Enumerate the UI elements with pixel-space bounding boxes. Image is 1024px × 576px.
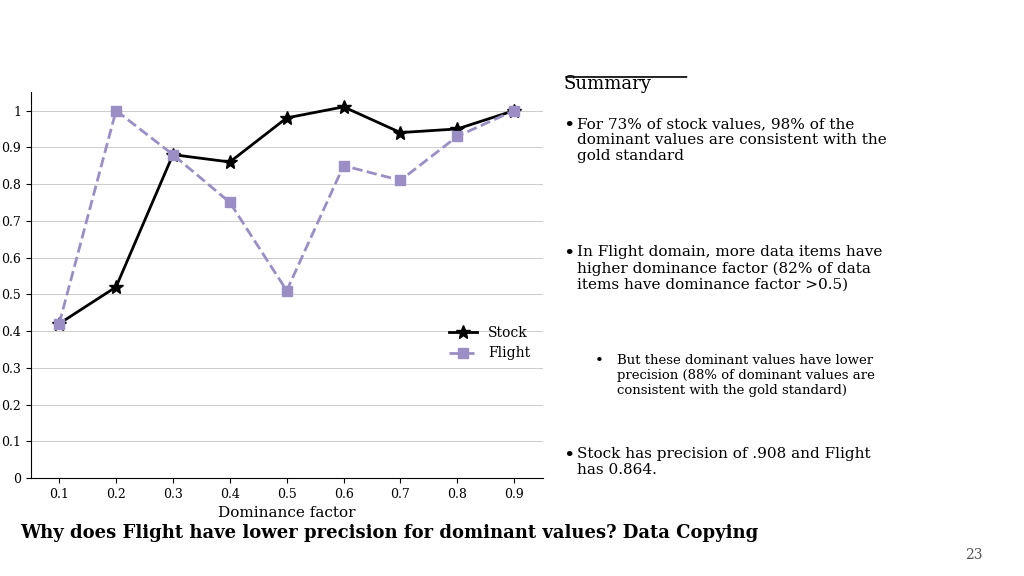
Flight <box>53 320 66 327</box>
Flight <box>281 287 293 294</box>
Text: Summary: Summary <box>563 75 651 93</box>
X-axis label: Dominance factor: Dominance factor <box>218 506 355 520</box>
Text: In Flight domain, more data items have
higher dominance factor (82% of data
item: In Flight domain, more data items have h… <box>577 245 882 292</box>
Text: Why does Flight have lower precision for dominant values? Data Copying: Why does Flight have lower precision for… <box>20 524 759 542</box>
Stock <box>338 104 350 111</box>
Stock <box>223 158 236 165</box>
Stock <box>508 107 520 114</box>
Text: Precision vs Dominance Factor: Precision vs Dominance Factor <box>20 21 588 55</box>
Stock <box>452 126 464 132</box>
Text: For 73% of stock values, 98% of the
dominant values are consistent with the
gold: For 73% of stock values, 98% of the domi… <box>577 117 887 164</box>
Text: 23: 23 <box>966 548 983 562</box>
Flight <box>394 177 407 184</box>
Flight <box>167 151 179 158</box>
Flight <box>110 107 122 114</box>
Text: •: • <box>595 354 603 369</box>
Text: Stock has precision of .908 and Flight
has 0.864.: Stock has precision of .908 and Flight h… <box>577 447 870 477</box>
Stock <box>281 115 293 122</box>
Stock <box>53 320 66 327</box>
Flight <box>223 199 236 206</box>
Line: Stock: Stock <box>52 100 521 331</box>
Stock <box>394 129 407 136</box>
Text: But these dominant values have lower
precision (88% of dominant values are
consi: But these dominant values have lower pre… <box>617 354 876 397</box>
Line: Flight: Flight <box>54 105 519 328</box>
Flight <box>508 107 520 114</box>
Text: •: • <box>563 447 574 465</box>
Stock <box>110 283 122 290</box>
Flight <box>338 162 350 169</box>
Stock <box>167 151 179 158</box>
Text: •: • <box>563 117 574 135</box>
Text: •: • <box>563 245 574 263</box>
Legend: Stock, Flight: Stock, Flight <box>443 320 536 366</box>
Flight <box>452 133 464 140</box>
